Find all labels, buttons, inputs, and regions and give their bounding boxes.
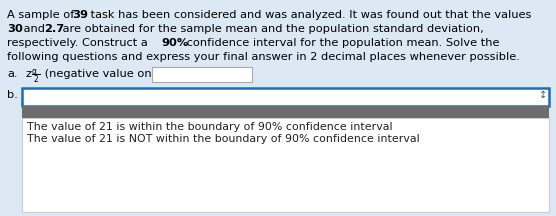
Text: A sample of: A sample of [7,10,78,20]
Text: confidence interval for the population mean. Solve the: confidence interval for the population m… [183,38,499,48]
Bar [22,118,549,212]
Text: (negative value only):: (negative value only): [41,69,170,79]
Text: 2.7: 2.7 [44,24,64,34]
Text: 90%: 90% [161,38,188,48]
Text: ↕: ↕ [539,90,547,100]
Text: and: and [20,24,48,34]
Text: α: α [32,67,37,76]
Text: The value of 21 is within the boundary of 90% confidence interval: The value of 21 is within the boundary o… [27,122,393,132]
Text: task has been considered and was analyzed. It was found out that the values: task has been considered and was analyze… [87,10,532,20]
Text: 30: 30 [7,24,23,34]
Text: respectively. Construct a: respectively. Construct a [7,38,151,48]
Bar [152,67,252,82]
Text: are obtained for the sample mean and the population standard deviation,: are obtained for the sample mean and the… [59,24,484,34]
Text: The value of 21 is NOT within the boundary of 90% confidence interval: The value of 21 is NOT within the bounda… [27,134,420,144]
Text: b.: b. [7,90,18,100]
Bar [22,106,549,118]
Text: 39: 39 [72,10,88,20]
Bar [22,88,549,106]
Text: 2: 2 [33,75,38,84]
Text: a.: a. [7,69,17,79]
Text: z: z [25,69,31,79]
Text: following questions and express your final answer in 2 decimal places whenever p: following questions and express your fin… [7,52,520,62]
